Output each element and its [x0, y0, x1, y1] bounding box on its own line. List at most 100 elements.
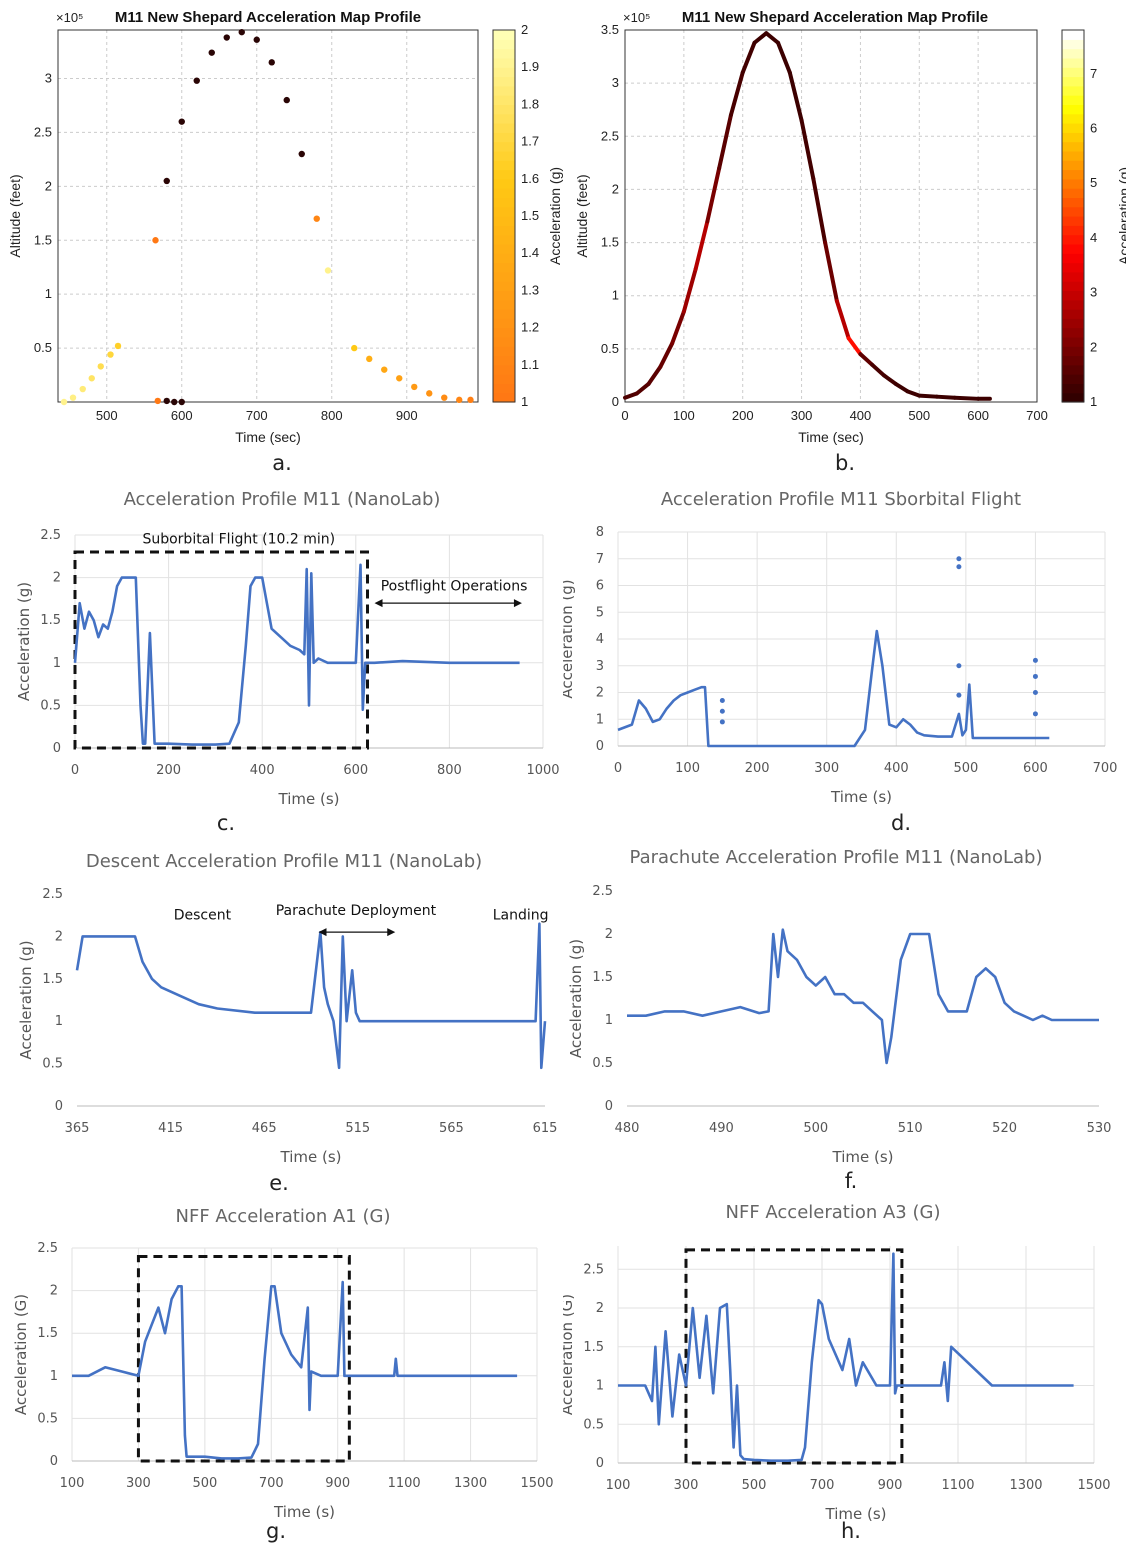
series-line	[627, 928, 1099, 1065]
y-tick-label: 2.5	[34, 124, 52, 139]
chart-title: Descent Acceleration Profile M11 (NanoLa…	[86, 851, 482, 872]
x-tick-label: 500	[192, 1476, 217, 1491]
y-tick-label: 2	[53, 571, 61, 586]
y-axis-label: Acceleration (g)	[563, 579, 576, 698]
chart-title: M11 New Shepard Acceleration Map Profile	[682, 9, 988, 26]
colorbar-segment	[493, 364, 515, 375]
colorbar-segment	[493, 76, 515, 87]
series-segment	[846, 336, 863, 357]
chart-title: NFF Acceleration A3 (G)	[726, 1202, 941, 1223]
x-tick-label: 100	[60, 1476, 85, 1491]
y-tick-label: 3	[612, 75, 619, 90]
x-axis-label: Time (sec)	[235, 429, 301, 445]
x-tick-label: 300	[674, 1478, 699, 1493]
series-segment	[752, 31, 769, 45]
x-tick-label: 510	[898, 1121, 923, 1136]
y-exponent-label: ×10⁵	[56, 10, 83, 25]
data-point	[467, 396, 474, 404]
y-tick-label: 1.5	[592, 970, 613, 985]
x-axis-label: Time (s)	[830, 788, 892, 806]
y-axis-label: Acceleration (G)	[12, 1294, 30, 1415]
series-segment	[870, 362, 886, 378]
colorbar-tick-label: 1.6	[521, 171, 539, 186]
colorbar-segment	[1062, 95, 1084, 105]
data-point	[154, 397, 161, 405]
data-point	[268, 59, 275, 66]
colorbar-segment	[493, 216, 515, 226]
colorbar-segment	[1062, 290, 1084, 301]
colorbar-segment	[1062, 67, 1084, 78]
colorbar-segment	[493, 262, 515, 273]
colorbar-segment	[1062, 48, 1084, 59]
colorbar-segment	[1062, 123, 1084, 133]
y-axis-label: Acceleration (g)	[17, 940, 35, 1059]
colorbar-segment	[493, 178, 515, 189]
plot-frame	[624, 29, 1038, 403]
x-tick-label: 500	[96, 408, 118, 423]
arrow-head-right	[513, 599, 522, 608]
y-tick-label: 2.5	[42, 887, 63, 902]
colorbar-segment	[1062, 281, 1084, 291]
panel-c: Acceleration Profile M11 (NanoLab) 0 200 40…	[15, 489, 560, 835]
y-tick-label: 0	[50, 1454, 58, 1469]
y-exponent-label: ×10⁵	[623, 10, 650, 25]
colorbar-segment	[1062, 197, 1084, 208]
data-point	[719, 708, 725, 714]
series-segment	[776, 40, 792, 75]
colorbar-tick-label: 1.8	[521, 96, 539, 111]
y-tick-label: 0.5	[583, 1417, 604, 1432]
data-point	[107, 351, 114, 358]
y-tick-label: 4	[596, 632, 604, 647]
y-tick-label: 0	[605, 1099, 613, 1114]
colorbar-segment	[1062, 178, 1084, 189]
colorbar-segment	[1062, 299, 1084, 310]
y-tick-label: 1.5	[42, 972, 63, 987]
colorbar-segment	[1062, 132, 1084, 143]
colorbar-segment	[493, 141, 515, 152]
colorbar-tick-label: 1.5	[521, 208, 539, 223]
y-tick-label: 1	[50, 1369, 58, 1384]
series-segment	[764, 31, 781, 45]
data-point	[1032, 711, 1038, 717]
colorbar-segment	[1062, 206, 1084, 217]
y-tick-label: 0	[596, 1456, 604, 1471]
colorbar-tick-label: 2	[1090, 339, 1097, 354]
x-tick-label: 1300	[454, 1476, 487, 1491]
series-line	[72, 1280, 518, 1460]
panel-d: Acceleration Profile M11 Sborbital Fligh…	[563, 489, 1117, 835]
colorbar-tick-label: 1	[1090, 394, 1097, 409]
panel-caption: g.	[266, 1519, 286, 1543]
x-tick-label: 200	[732, 408, 754, 423]
colorbar-segment	[493, 160, 515, 171]
colorbar-segment	[1062, 225, 1084, 236]
colorbar-tick-label: 1.1	[521, 357, 539, 372]
series-segment	[681, 267, 698, 314]
y-tick-label: 1	[596, 712, 604, 727]
colorbar-tick-label: 6	[1090, 120, 1097, 135]
x-tick-label: 465	[252, 1121, 277, 1136]
series-segment	[823, 240, 839, 304]
data-point	[956, 564, 962, 570]
plot-frame	[57, 29, 479, 403]
colorbar-segment	[1062, 85, 1084, 96]
y-tick-label: 0	[55, 1099, 63, 1114]
y-tick-label: 0.5	[37, 1411, 58, 1426]
data-point	[223, 34, 230, 41]
colorbar-segment	[493, 30, 515, 40]
x-axis-label: Time (s)	[832, 1148, 894, 1166]
colorbar-segment	[493, 188, 515, 198]
x-tick-label: 500	[803, 1121, 828, 1136]
data-point	[719, 719, 725, 725]
y-tick-label: 1	[596, 1379, 604, 1394]
panel-f: Parachute Acceleration Profile M11 (Nano…	[567, 847, 1111, 1193]
colorbar-segment	[1062, 262, 1084, 273]
x-tick-label: 800	[437, 763, 462, 778]
y-tick-label: 7	[596, 552, 604, 567]
annotation-label: Suborbital Flight (10.2 min)	[142, 532, 335, 548]
series-segment	[705, 166, 722, 224]
data-point	[163, 397, 170, 405]
dashed-box	[136, 1255, 351, 1463]
series-line	[618, 1252, 1074, 1463]
colorbar-segment	[493, 309, 515, 319]
colorbar-segment	[1062, 346, 1084, 357]
